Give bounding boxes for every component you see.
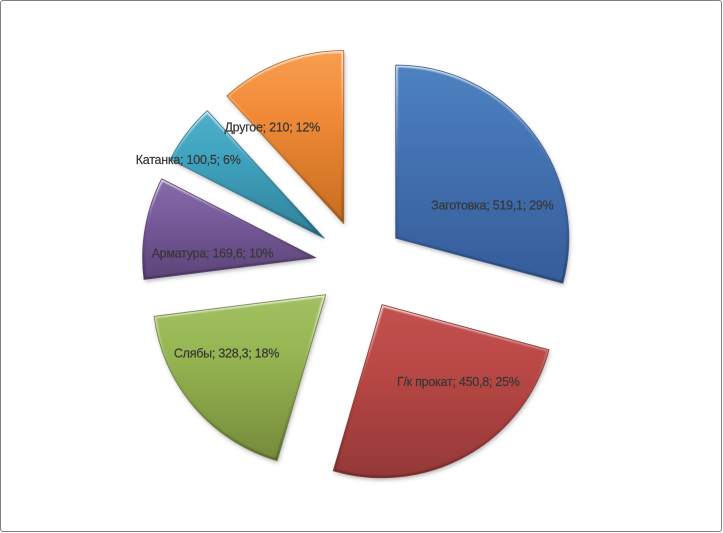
svg-text:Арматура; 169,6; 10%: Арматура; 169,6; 10% [152,247,274,261]
svg-text:Катанка; 100,5; 6%: Катанка; 100,5; 6% [136,153,241,167]
svg-text:Г/к прокат; 450,8; 25%: Г/к прокат; 450,8; 25% [397,375,520,389]
svg-text:Заготовка; 519,1; 29%: Заготовка; 519,1; 29% [431,199,553,213]
svg-text:Другое; 210; 12%: Другое; 210; 12% [224,120,320,134]
svg-text:Слябы; 328,3; 18%: Слябы; 328,3; 18% [174,346,279,360]
